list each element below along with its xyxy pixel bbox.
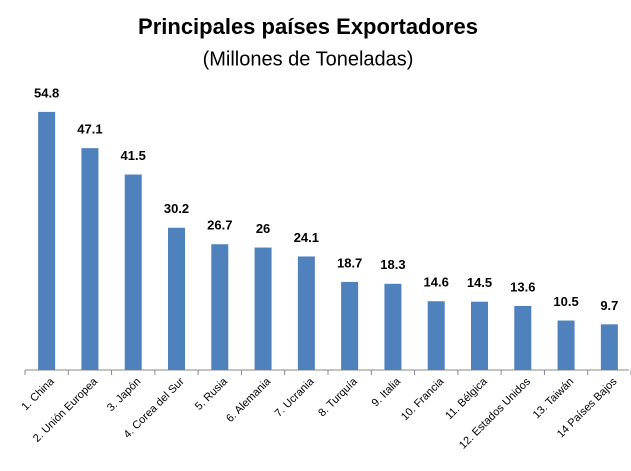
x-tick-label: 3. Japón xyxy=(105,376,143,414)
data-label: 14.5 xyxy=(467,275,492,290)
chart-subtitle: (Millones de Toneladas) xyxy=(203,48,414,70)
x-tick-label: 11. Bélgica xyxy=(443,375,490,422)
x-tick-label: 6. Alemania xyxy=(224,375,274,425)
bar xyxy=(168,227,185,370)
data-label: 10.5 xyxy=(553,294,578,309)
x-tick-label: 9. Italia xyxy=(370,375,404,409)
bar xyxy=(341,281,359,370)
bar xyxy=(600,324,618,370)
x-tick-label: 1. China xyxy=(19,375,57,413)
data-label: 18.3 xyxy=(380,257,405,272)
x-tick-label: 12. Estados Unidos xyxy=(457,375,533,451)
bar xyxy=(427,301,445,370)
data-label: 54.8 xyxy=(34,85,59,100)
bar xyxy=(384,283,402,370)
bar xyxy=(124,174,142,370)
bar xyxy=(81,148,99,370)
data-label: 30.2 xyxy=(164,201,189,216)
data-label: 41.5 xyxy=(121,148,146,163)
data-label: 26.7 xyxy=(207,218,232,233)
x-tick-label: 7. Ucrania xyxy=(273,375,318,420)
x-tick-label: 5. Rusia xyxy=(193,375,231,413)
bar xyxy=(297,256,315,370)
data-label: 47.1 xyxy=(77,122,102,137)
bar xyxy=(471,301,488,370)
data-label: 14.6 xyxy=(424,275,449,290)
data-label: 9.7 xyxy=(600,298,618,313)
data-label: 26 xyxy=(256,221,270,236)
bar xyxy=(38,111,56,370)
x-tick-label: 10. Francia xyxy=(399,375,447,423)
x-tick-label: 8. Turquía xyxy=(316,375,360,419)
bar xyxy=(211,244,229,370)
chart-title: Principales países Exportadores xyxy=(138,14,478,39)
bar xyxy=(254,247,272,370)
x-tick-label: 13. Taiwán xyxy=(531,376,577,422)
data-label: 18.7 xyxy=(337,255,362,270)
data-label: 24.1 xyxy=(294,230,319,245)
bar xyxy=(557,320,575,370)
bar xyxy=(514,305,532,370)
data-label: 13.6 xyxy=(510,279,535,294)
